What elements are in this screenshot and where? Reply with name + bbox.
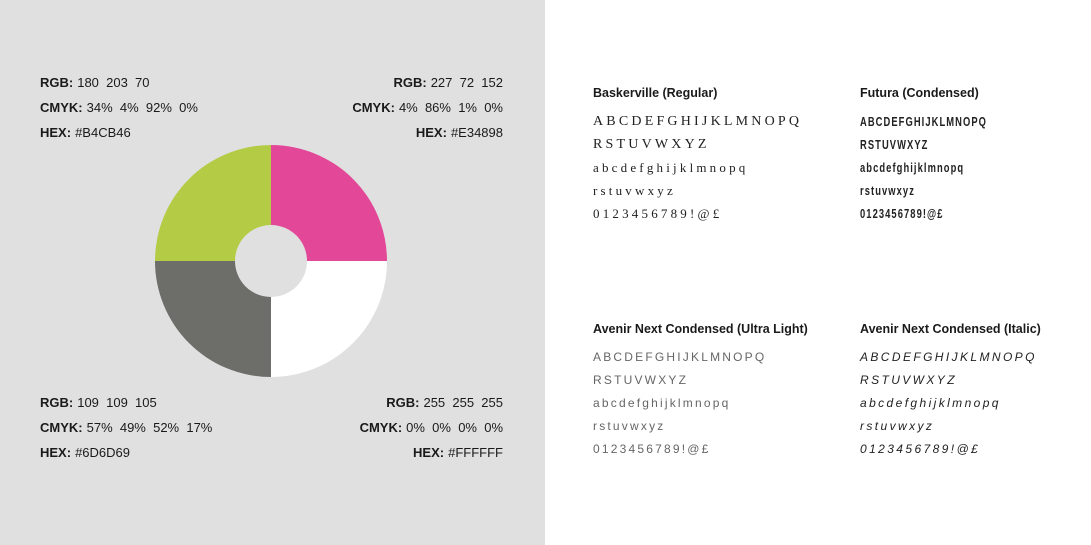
color-swatch <box>155 145 271 261</box>
font-sample: Avenir Next Condensed (Ultra Light) ABCDE… <box>593 322 808 461</box>
spec-label: CMYK: <box>40 100 83 115</box>
spec-value: 4% 86% 1% 0% <box>398 100 503 115</box>
sample-line: RSTUVWXYZ <box>860 137 929 152</box>
spec-row: CMYK: 34% 4% 92% 0% <box>40 95 198 120</box>
color-swatch <box>271 261 387 377</box>
spec-row: HEX: #6D6D69 <box>40 440 212 465</box>
spec-value: 109 109 105 <box>77 395 157 410</box>
spec-row: HEX: #FFFFFF <box>360 440 503 465</box>
sample-line: abcdefghijklmnopq <box>593 396 731 410</box>
spec-label: CMYK: <box>352 100 395 115</box>
spec-value: #B4CB46 <box>75 125 131 140</box>
spec-label: HEX: <box>413 445 445 460</box>
spec-value: 227 72 152 <box>430 75 503 90</box>
spec-row: CMYK: 57% 49% 52% 17% <box>40 415 212 440</box>
sample-line: RSTUVWXYZ <box>593 137 710 152</box>
color-panel: RGB: 180 203 70 CMYK: 34% 4% 92% 0% HEX: #B4C… <box>0 0 545 545</box>
spec-label: CMYK: <box>40 420 83 435</box>
sample-line: ABCDEFGHIJKLMNOPQ <box>593 350 767 364</box>
spec-label: RGB: <box>386 395 420 410</box>
font-name: Baskerville (Regular) <box>593 86 718 100</box>
sample-line: RSTUVWXYZ <box>860 373 957 387</box>
spec-row: RGB: 180 203 70 <box>40 70 198 95</box>
spec-row: RGB: 109 109 105 <box>40 390 212 415</box>
color-spec: RGB: 180 203 70 CMYK: 34% 4% 92% 0% HEX: #B4C… <box>40 70 198 145</box>
spec-value: #FFFFFF <box>448 445 503 460</box>
spec-value: #6D6D69 <box>75 445 130 460</box>
font-name: Avenir Next Condensed (Italic) <box>860 322 1041 336</box>
sample-line: 0123456789!@£ <box>593 442 711 456</box>
spec-value: 255 255 255 <box>423 395 503 410</box>
font-sample: Baskerville (Regular) ABCDEFGHIJKLMNOPQ RS… <box>593 86 802 225</box>
sample-line: ABCDEFGHIJKLMNOPQ <box>860 350 1037 364</box>
spec-value: 57% 49% 52% 17% <box>86 420 213 435</box>
sample-line: rstuvwxyz <box>593 419 666 433</box>
spec-label: RGB: <box>393 75 427 90</box>
font-sample: Futura (Condensed) ABCDEFGHIJKLMNOPQ RSTUV… <box>860 86 1036 225</box>
spec-label: HEX: <box>40 125 72 140</box>
spec-row: HEX: #E34898 <box>352 120 503 145</box>
color-swatch <box>155 261 271 377</box>
color-wheel <box>155 145 387 377</box>
sample-line: abcdefghijklmnopq <box>593 160 749 175</box>
sample-line: rstuvwxyz <box>593 183 676 198</box>
sample-line: abcdefghijklmnopq <box>860 396 1001 410</box>
spec-label: HEX: <box>40 445 72 460</box>
color-swatch <box>271 145 387 261</box>
spec-label: HEX: <box>415 125 447 140</box>
font-name: Avenir Next Condensed (Ultra Light) <box>593 322 808 336</box>
spec-value: 34% 4% 92% 0% <box>86 100 198 115</box>
color-spec: RGB: 109 109 105 CMYK: 57% 49% 52% 17% HEX: #… <box>40 390 212 465</box>
spec-value: 0% 0% 0% 0% <box>406 420 503 435</box>
font-name: Futura (Condensed) <box>860 86 979 100</box>
spec-row: CMYK: 0% 0% 0% 0% <box>360 415 503 440</box>
spec-value: #E34898 <box>450 125 503 140</box>
sample-line: ABCDEFGHIJKLMNOPQ <box>593 114 803 129</box>
typography-panel: Baskerville (Regular) ABCDEFGHIJKLMNOPQ RS… <box>545 0 1091 545</box>
spec-row: HEX: #B4CB46 <box>40 120 198 145</box>
color-spec: RGB: 255 255 255 CMYK: 0% 0% 0% 0% HEX: #FFFF… <box>360 390 503 465</box>
font-sample: Avenir Next Condensed (Italic) ABCDEFGHIJ… <box>860 322 1041 461</box>
spec-row: RGB: 227 72 152 <box>352 70 503 95</box>
sample-line: rstuvwxyz <box>860 419 935 433</box>
spec-label: RGB: <box>40 75 74 90</box>
sample-line: 0123456789!@£ <box>860 442 981 456</box>
spec-row: CMYK: 4% 86% 1% 0% <box>352 95 503 120</box>
spec-label: CMYK: <box>359 420 403 435</box>
sample-line: 0123456789!@£ <box>860 206 944 221</box>
spec-row: RGB: 255 255 255 <box>360 390 503 415</box>
sample-line: ABCDEFGHIJKLMNOPQ <box>860 114 988 129</box>
sample-line: RSTUVWXYZ <box>593 373 689 387</box>
sample-line: 0123456789!@£ <box>593 206 723 221</box>
spec-value: 180 203 70 <box>77 75 150 90</box>
sample-line: rstuvwxyz <box>860 183 915 198</box>
spec-label: RGB: <box>40 395 74 410</box>
sample-line: abcdefghijklmnopq <box>860 160 965 175</box>
color-spec: RGB: 227 72 152 CMYK: 4% 86% 1% 0% HEX: #E348… <box>352 70 503 145</box>
